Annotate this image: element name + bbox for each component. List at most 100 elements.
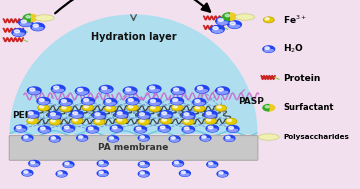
Circle shape xyxy=(62,100,66,102)
Wedge shape xyxy=(139,138,148,141)
Circle shape xyxy=(183,119,194,125)
Circle shape xyxy=(263,17,274,23)
Ellipse shape xyxy=(235,14,255,20)
Circle shape xyxy=(31,23,45,31)
Circle shape xyxy=(265,18,269,20)
Circle shape xyxy=(33,24,39,27)
Wedge shape xyxy=(201,138,210,141)
Circle shape xyxy=(138,161,149,167)
Wedge shape xyxy=(83,101,93,104)
Circle shape xyxy=(227,119,231,122)
Circle shape xyxy=(115,111,128,118)
Circle shape xyxy=(58,172,62,174)
Wedge shape xyxy=(98,173,107,176)
Circle shape xyxy=(27,118,39,124)
Circle shape xyxy=(99,161,103,164)
Wedge shape xyxy=(208,164,217,167)
Circle shape xyxy=(40,105,44,108)
Circle shape xyxy=(263,46,275,52)
Circle shape xyxy=(149,105,161,112)
Circle shape xyxy=(126,98,139,105)
Circle shape xyxy=(171,137,175,139)
Circle shape xyxy=(228,21,242,28)
Circle shape xyxy=(64,126,69,129)
Circle shape xyxy=(94,119,105,125)
Circle shape xyxy=(29,160,40,167)
Circle shape xyxy=(181,171,185,174)
Circle shape xyxy=(73,119,77,121)
Circle shape xyxy=(17,126,21,129)
Circle shape xyxy=(227,125,239,132)
Circle shape xyxy=(38,105,49,111)
Circle shape xyxy=(184,127,189,130)
Circle shape xyxy=(206,112,211,115)
Circle shape xyxy=(78,136,83,138)
Circle shape xyxy=(193,105,205,112)
Wedge shape xyxy=(161,114,171,117)
FancyBboxPatch shape xyxy=(9,136,258,160)
Circle shape xyxy=(213,27,218,29)
Circle shape xyxy=(27,87,41,94)
Wedge shape xyxy=(217,21,228,24)
Circle shape xyxy=(63,161,74,167)
Circle shape xyxy=(159,111,172,118)
Circle shape xyxy=(171,105,183,111)
Circle shape xyxy=(193,98,206,106)
Circle shape xyxy=(140,136,144,138)
Wedge shape xyxy=(32,27,43,30)
Circle shape xyxy=(195,85,209,93)
Wedge shape xyxy=(23,173,32,176)
Wedge shape xyxy=(94,115,104,118)
Circle shape xyxy=(179,170,190,176)
Text: PA membrane: PA membrane xyxy=(98,143,169,152)
Circle shape xyxy=(73,112,78,115)
Circle shape xyxy=(172,160,184,167)
Circle shape xyxy=(65,162,69,165)
Wedge shape xyxy=(38,101,49,104)
Wedge shape xyxy=(30,163,39,166)
Circle shape xyxy=(206,125,219,132)
Circle shape xyxy=(136,127,141,130)
Circle shape xyxy=(140,120,144,122)
Circle shape xyxy=(99,171,103,174)
Circle shape xyxy=(88,127,93,130)
Wedge shape xyxy=(30,14,37,22)
Circle shape xyxy=(60,105,72,112)
Circle shape xyxy=(84,105,88,108)
Circle shape xyxy=(30,88,35,91)
Circle shape xyxy=(173,99,178,101)
Text: H$_2$O: H$_2$O xyxy=(283,43,304,55)
Circle shape xyxy=(162,112,167,115)
Circle shape xyxy=(104,105,116,112)
Circle shape xyxy=(93,112,106,119)
Circle shape xyxy=(75,87,89,95)
Circle shape xyxy=(24,171,28,173)
Wedge shape xyxy=(40,129,49,132)
Wedge shape xyxy=(225,138,234,141)
Circle shape xyxy=(173,105,177,108)
Circle shape xyxy=(104,98,117,106)
Circle shape xyxy=(81,98,95,105)
Wedge shape xyxy=(183,129,193,132)
Circle shape xyxy=(265,47,269,49)
Circle shape xyxy=(22,170,33,176)
Wedge shape xyxy=(228,129,238,132)
Wedge shape xyxy=(116,114,127,117)
Circle shape xyxy=(123,87,137,94)
Circle shape xyxy=(171,87,185,94)
Wedge shape xyxy=(27,114,38,117)
Circle shape xyxy=(49,136,60,142)
Text: Protein: Protein xyxy=(283,74,320,83)
Circle shape xyxy=(216,87,229,94)
Circle shape xyxy=(78,88,83,91)
Circle shape xyxy=(108,136,118,142)
Circle shape xyxy=(207,119,211,121)
FancyArrowPatch shape xyxy=(55,0,210,13)
Circle shape xyxy=(204,111,217,118)
Circle shape xyxy=(71,111,84,118)
Text: Polysaccharides: Polysaccharides xyxy=(283,134,349,140)
Circle shape xyxy=(134,126,147,133)
Circle shape xyxy=(22,135,33,141)
Circle shape xyxy=(40,127,45,130)
Wedge shape xyxy=(20,23,31,26)
